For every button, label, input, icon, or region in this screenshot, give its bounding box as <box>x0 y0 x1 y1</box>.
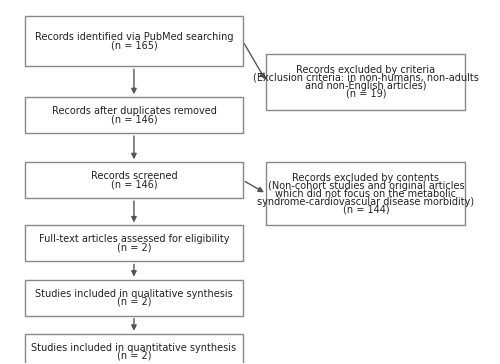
Text: (n = 144): (n = 144) <box>342 205 389 215</box>
FancyBboxPatch shape <box>25 97 243 133</box>
Text: (n = 2): (n = 2) <box>116 242 151 252</box>
Text: (n = 2): (n = 2) <box>116 297 151 306</box>
Text: Records screened: Records screened <box>90 171 178 181</box>
Text: (n = 146): (n = 146) <box>110 114 158 124</box>
Text: Records excluded by contents: Records excluded by contents <box>292 173 440 183</box>
Text: syndrome-cardiovascular disease morbidity): syndrome-cardiovascular disease morbidit… <box>258 197 474 207</box>
Text: (n = 19): (n = 19) <box>346 89 386 99</box>
Text: (n = 2): (n = 2) <box>116 351 151 361</box>
FancyBboxPatch shape <box>25 162 243 198</box>
FancyBboxPatch shape <box>25 225 243 261</box>
Text: and non-English articles): and non-English articles) <box>305 81 426 91</box>
FancyBboxPatch shape <box>266 162 466 225</box>
Text: (Non-cohort studies and original articles: (Non-cohort studies and original article… <box>268 181 464 191</box>
Text: Records after duplicates removed: Records after duplicates removed <box>52 106 216 116</box>
FancyBboxPatch shape <box>25 16 243 66</box>
Text: Records identified via PubMed searching: Records identified via PubMed searching <box>34 32 233 42</box>
Text: Records excluded by criteria: Records excluded by criteria <box>296 65 436 75</box>
FancyBboxPatch shape <box>266 54 466 110</box>
FancyBboxPatch shape <box>25 280 243 316</box>
FancyBboxPatch shape <box>25 334 243 364</box>
Text: (Exclusion criteria: in non-humans, non-adults: (Exclusion criteria: in non-humans, non-… <box>253 73 479 83</box>
Text: Studies included in qualitative synthesis: Studies included in qualitative synthesi… <box>35 289 233 298</box>
Text: (n = 165): (n = 165) <box>110 40 158 50</box>
Text: Studies included in quantitative synthesis: Studies included in quantitative synthes… <box>32 343 236 353</box>
Text: (n = 146): (n = 146) <box>110 179 158 189</box>
Text: Full-text articles assessed for eligibility: Full-text articles assessed for eligibil… <box>38 234 229 245</box>
Text: which did not focus on the metabolic: which did not focus on the metabolic <box>276 189 456 199</box>
